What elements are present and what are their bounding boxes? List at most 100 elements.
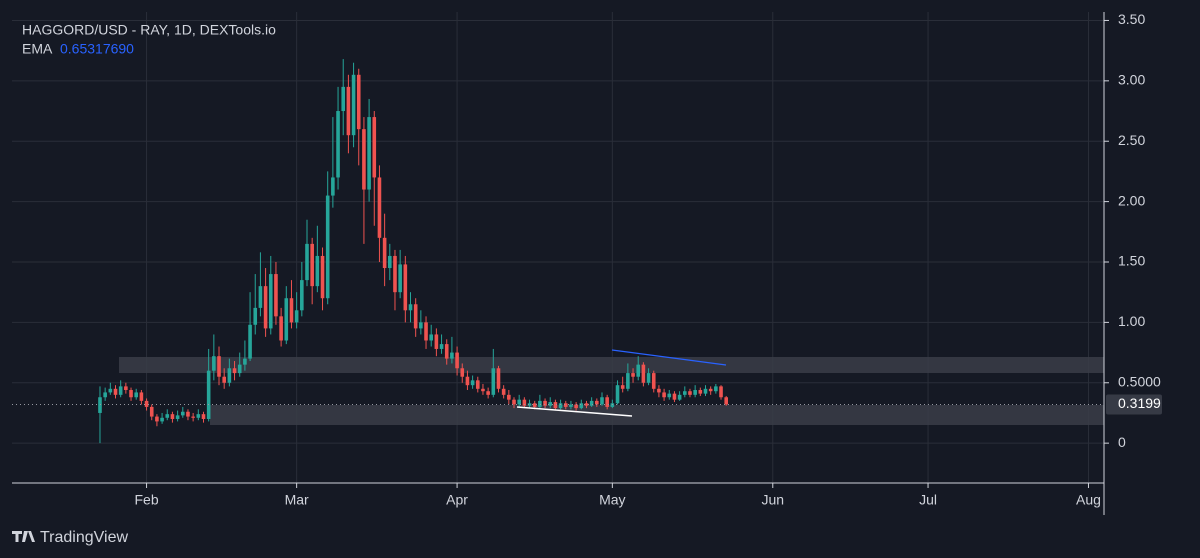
candle-body bbox=[118, 386, 123, 395]
last-price-box bbox=[1106, 394, 1162, 415]
candle-body bbox=[657, 388, 661, 393]
candle-body bbox=[113, 388, 118, 395]
candle-body bbox=[325, 195, 330, 299]
candle-body bbox=[351, 74, 356, 136]
candle-body bbox=[579, 403, 584, 409]
candle-body bbox=[651, 373, 656, 389]
y-tick-label: 1.50 bbox=[1118, 253, 1145, 269]
y-tick-label: 0 bbox=[1118, 434, 1126, 450]
candle-body bbox=[662, 392, 666, 398]
candle-body bbox=[284, 298, 289, 341]
y-tick-label: 2.50 bbox=[1118, 132, 1145, 148]
indicator-name: EMA bbox=[22, 41, 53, 57]
candle-body bbox=[377, 177, 382, 238]
last-price-label: 0.3199 bbox=[1118, 395, 1161, 411]
candle-body bbox=[486, 391, 490, 395]
candle-body bbox=[724, 397, 728, 405]
candle-body bbox=[496, 368, 501, 389]
candle-body bbox=[206, 370, 211, 419]
candle-body bbox=[501, 388, 506, 395]
trend-line bbox=[611, 349, 727, 366]
candle-body bbox=[305, 243, 309, 281]
candle-body bbox=[532, 403, 537, 407]
candle-body bbox=[336, 111, 340, 178]
candle-body bbox=[563, 403, 568, 407]
candle-body bbox=[403, 264, 408, 311]
candle-body bbox=[703, 388, 708, 394]
candle-body bbox=[346, 86, 351, 136]
candle-body bbox=[698, 390, 703, 394]
candle-body bbox=[569, 404, 573, 407]
indicator-value: 0.65317690 bbox=[60, 41, 134, 57]
candle-body bbox=[124, 386, 128, 391]
candle-body bbox=[413, 304, 418, 329]
candle-body bbox=[170, 414, 175, 419]
candle-body bbox=[538, 400, 542, 407]
candle-body bbox=[372, 117, 377, 178]
candle-body bbox=[248, 324, 252, 359]
candle-body bbox=[610, 403, 615, 407]
candle-body bbox=[258, 286, 263, 308]
candle-body bbox=[465, 376, 470, 386]
candle-body bbox=[481, 388, 485, 392]
x-tick-label: Mar bbox=[285, 492, 309, 508]
candle-body bbox=[139, 392, 144, 401]
candle-body bbox=[714, 386, 718, 392]
candle-body bbox=[222, 376, 226, 383]
candle-body bbox=[429, 334, 434, 341]
candle-body bbox=[191, 416, 195, 418]
candles bbox=[98, 59, 728, 444]
candle-body bbox=[507, 394, 511, 400]
candle-body bbox=[620, 385, 625, 389]
candle-body bbox=[491, 368, 496, 395]
candle-body bbox=[522, 399, 527, 406]
candle-body bbox=[398, 264, 402, 293]
candle-body bbox=[186, 411, 190, 417]
candle-body bbox=[263, 286, 268, 329]
chart-title: HAGGORD/USD - RAY, 1D, DEXTools.io bbox=[22, 22, 276, 38]
support-zone bbox=[210, 405, 1104, 425]
candle-body bbox=[439, 344, 444, 349]
candle-body bbox=[558, 403, 563, 409]
candle-body bbox=[548, 402, 553, 406]
candle-body bbox=[595, 400, 599, 405]
candle-body bbox=[475, 380, 480, 389]
candle-body bbox=[424, 322, 428, 341]
candle-body bbox=[367, 117, 371, 190]
x-tick-label: May bbox=[599, 492, 625, 508]
candle-body bbox=[677, 394, 682, 400]
candle-body bbox=[434, 334, 439, 349]
candle-body bbox=[300, 280, 304, 311]
candle-body bbox=[289, 298, 294, 323]
watermark: TradingView bbox=[40, 529, 128, 546]
candle-body bbox=[134, 392, 139, 398]
trend-line bbox=[516, 406, 633, 417]
candle-body bbox=[672, 393, 677, 400]
candle-body bbox=[719, 386, 723, 398]
candle-body bbox=[444, 344, 449, 359]
candle-body bbox=[212, 356, 216, 371]
candle-body bbox=[589, 400, 594, 406]
candle-body bbox=[268, 274, 273, 329]
candle-body bbox=[517, 399, 521, 405]
candle-body bbox=[165, 414, 170, 418]
candle-body bbox=[253, 307, 258, 325]
y-tick-label: 1.00 bbox=[1118, 313, 1145, 329]
candle-body bbox=[232, 368, 237, 374]
candle-body bbox=[382, 237, 387, 269]
candle-body bbox=[615, 385, 620, 404]
x-tick-label: Feb bbox=[134, 492, 158, 508]
candle-body bbox=[144, 400, 149, 407]
candle-body bbox=[320, 255, 325, 299]
candle-body bbox=[574, 404, 578, 409]
candle-body bbox=[631, 373, 635, 377]
candle-body bbox=[341, 86, 346, 112]
candle-body bbox=[693, 390, 697, 395]
candle-body bbox=[450, 352, 454, 359]
candle-body bbox=[584, 403, 589, 406]
candle-body bbox=[310, 243, 314, 287]
candle-body bbox=[543, 400, 547, 406]
candle-body bbox=[667, 393, 672, 398]
candle-body bbox=[688, 391, 692, 395]
